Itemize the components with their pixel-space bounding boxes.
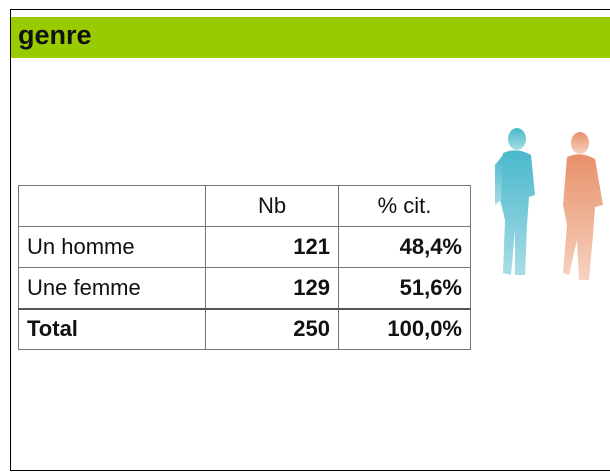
table-row: Un homme 121 48,4% [18,226,471,268]
table-cell: 121 [205,226,339,268]
frame [10,9,610,471]
table-cell: Total [18,307,206,350]
header-bar [11,17,610,58]
table-cell: 250 [205,307,339,350]
table-cell: 51,6% [338,267,471,309]
table-row: Une femme 129 51,6% [18,267,471,309]
table-cell: 129 [205,267,339,309]
people-icon [495,128,603,280]
table-cell: 48,4% [338,226,471,268]
table-row: Total 250 100,0% [18,307,471,350]
table-cell: Un homme [18,226,206,268]
table-cell: Une femme [18,267,206,309]
header-cell: Nb [205,185,339,227]
table: Nb% cit. Un homme 121 48,4% Une femme 129 51,6… [18,185,471,350]
header-cell: % cit. [338,185,471,227]
table-cell: 100,0% [338,307,471,350]
header-cell [18,185,206,227]
title: genre [18,20,92,50]
header-row: Nb% cit. [18,185,471,227]
